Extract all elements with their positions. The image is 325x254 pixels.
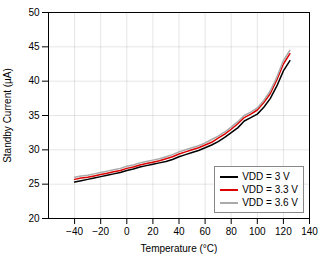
svg-text:30: 30: [28, 144, 40, 155]
svg-text:20: 20: [28, 213, 40, 224]
svg-text:Temperature (°C): Temperature (°C): [141, 243, 218, 254]
svg-text:50: 50: [28, 7, 40, 18]
svg-text:100: 100: [249, 226, 266, 237]
svg-text:80: 80: [226, 226, 238, 237]
svg-text:−40: −40: [66, 226, 83, 237]
svg-text:140: 140: [301, 226, 318, 237]
svg-text:0: 0: [124, 226, 130, 237]
svg-text:25: 25: [28, 178, 40, 189]
svg-text:40: 40: [173, 226, 185, 237]
html-text:VDD = 3.3 V: VDD = 3.3 V: [242, 184, 298, 195]
svg-text:−20: −20: [92, 226, 109, 237]
svg-text:45: 45: [28, 41, 40, 52]
svg-text:20: 20: [147, 226, 159, 237]
svg-text:Standby Current (µA): Standby Current (µA): [2, 68, 13, 163]
svg-text:40: 40: [28, 75, 40, 86]
svg-text:120: 120: [275, 226, 292, 237]
html-text:VDD = 3.6 V: VDD = 3.6 V: [242, 197, 298, 208]
svg-text:35: 35: [28, 110, 40, 121]
svg-text:60: 60: [200, 226, 212, 237]
html-text:VDD = 3 V: VDD = 3 V: [242, 171, 290, 182]
